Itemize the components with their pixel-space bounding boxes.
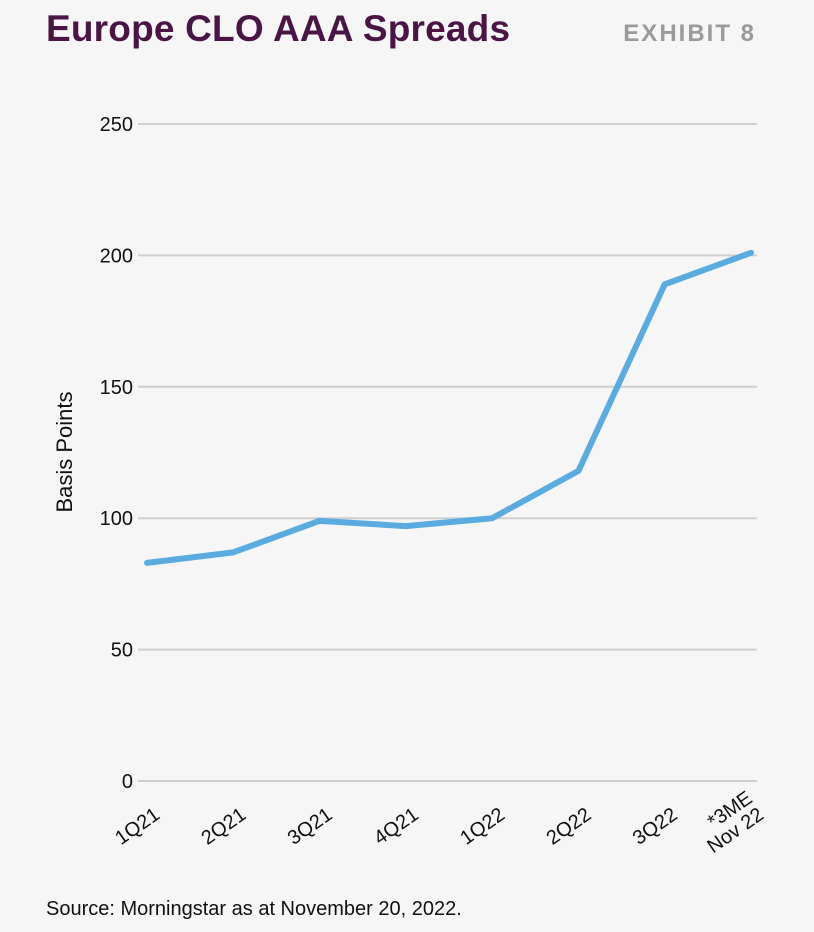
y-tick-label: 50	[111, 640, 133, 662]
grid-lines	[138, 123, 757, 782]
y-tick-label: 250	[100, 114, 133, 136]
x-tick-label-line: 1Q21	[111, 804, 164, 850]
y-tick-label: 200	[100, 245, 133, 267]
x-tick-label: 3Q22	[629, 804, 682, 850]
x-tick-label-line: 4Q21	[370, 804, 423, 850]
y-axis-label: Basis Points	[52, 391, 77, 512]
x-tick-label-line: 2Q21	[197, 804, 250, 850]
x-tick-label: 1Q21	[111, 804, 164, 850]
x-tick-label: 4Q21	[370, 804, 423, 850]
y-tick-label: 100	[100, 508, 133, 530]
y-tick-label: 0	[122, 771, 133, 793]
x-tick-label: 1Q22	[456, 804, 509, 850]
x-tick-label-line: 3Q21	[284, 804, 337, 850]
x-tick-label-line: 2Q22	[543, 804, 596, 850]
x-tick-label: 3Q21	[284, 804, 337, 850]
y-tick-label: 150	[100, 377, 133, 399]
x-tick-label-line: 1Q22	[456, 804, 509, 850]
y-tick-labels: 0 50 100 150 200 250	[100, 114, 133, 793]
series-layer	[144, 249, 754, 566]
x-tick-label-line: 3Q22	[629, 804, 682, 850]
chart-title: Europe CLO AAA Spreads	[46, 8, 511, 49]
series-line	[144, 249, 754, 566]
source-note: Source: Morningstar as at November 20, 2…	[46, 898, 462, 920]
exhibit-label: EXHIBIT 8	[623, 20, 756, 47]
x-tick-label: 2Q21	[197, 804, 250, 850]
x-tick-label: 2Q22	[543, 804, 596, 850]
line-chart: 0 50 100 150 200 250 Basis Points 1Q21 2Q21 3Q2…	[52, 114, 768, 858]
